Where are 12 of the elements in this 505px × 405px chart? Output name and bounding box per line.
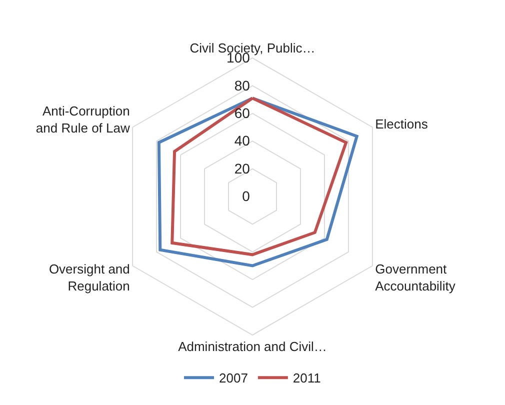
y-tick-label: 0 [242, 188, 250, 204]
y-tick-label: 80 [234, 77, 250, 94]
y-tick-label: 40 [234, 132, 250, 149]
y-tick-label: 20 [234, 160, 250, 176]
legend-label: 2011 [292, 370, 321, 386]
spoke-label: Administration and Civil… [178, 339, 327, 354]
spoke-label: Elections [375, 116, 428, 132]
spoke-label: Anti-Corruption and Rule of Law [36, 104, 130, 136]
legend-label: 2007 [219, 370, 248, 386]
spoke-label: Oversight and Regulation [48, 262, 130, 294]
spoke-label: Government Accountability [375, 262, 456, 294]
y-tick-label: 60 [234, 104, 250, 121]
